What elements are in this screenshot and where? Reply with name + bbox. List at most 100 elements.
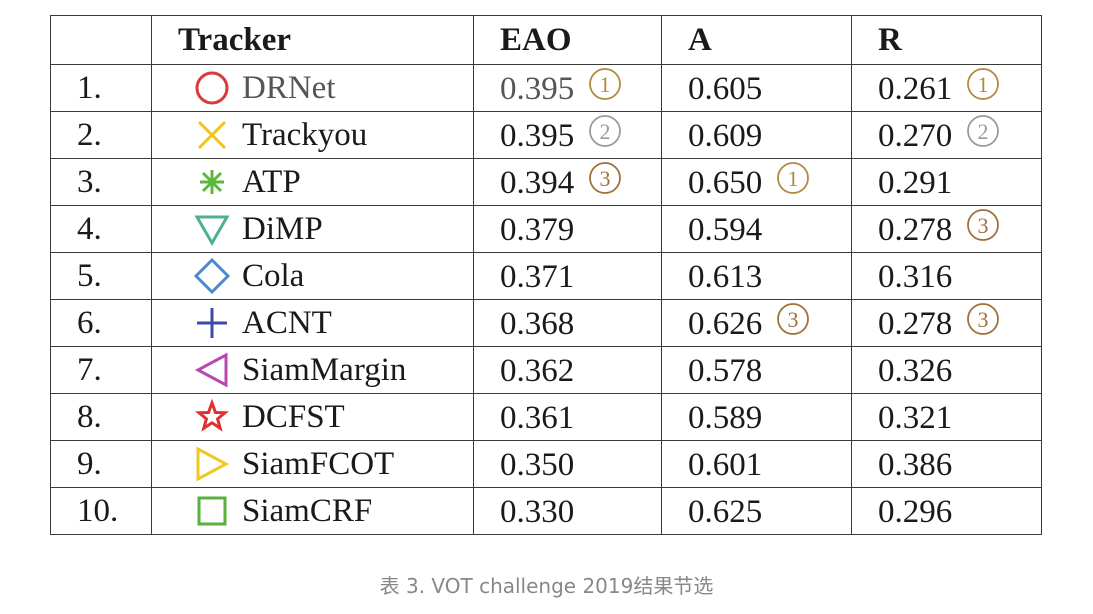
a-cell: 0.613: [661, 252, 852, 300]
tracker-name: ACNT: [242, 304, 332, 341]
asterisk-icon: [192, 162, 232, 202]
header-a: A: [661, 15, 852, 65]
table-row: 4. DiMP 0.379 0.594 0.278 3: [50, 205, 1042, 253]
r-cell: 0.386: [851, 440, 1042, 488]
a-cell: 0.625: [661, 487, 852, 535]
a-value: 0.626: [688, 305, 763, 342]
rank-badge-icon: 3: [776, 302, 810, 336]
eao-value: 0.362: [500, 352, 575, 389]
a-cell: 0.594: [661, 205, 852, 253]
tracker-name: DiMP: [242, 210, 323, 247]
table-row: 10. SiamCRF 0.330 0.625 0.296: [50, 487, 1042, 535]
row-index: 10.: [50, 487, 152, 535]
tracker-cell: Trackyou: [151, 111, 474, 159]
r-cell: 0.278 3: [851, 299, 1042, 347]
table-header-row: Tracker EAO A R: [50, 15, 1042, 65]
eao-cell: 0.350: [473, 440, 662, 488]
diamond-icon: [192, 256, 232, 296]
a-value: 0.613: [688, 258, 763, 295]
header-eao: EAO: [473, 15, 662, 65]
a-cell: 0.650 1: [661, 158, 852, 206]
r-value: 0.278: [878, 211, 953, 248]
table-row: 1. DRNet 0.395 1 0.605 0.261 1: [50, 64, 1042, 112]
tracker-cell: SiamCRF: [151, 487, 474, 535]
x-cross-icon: [192, 115, 232, 155]
eao-cell: 0.362: [473, 346, 662, 394]
rank-badge-icon: 1: [776, 161, 810, 195]
svg-text:3: 3: [788, 307, 799, 332]
r-cell: 0.291: [851, 158, 1042, 206]
row-index: 1.: [50, 64, 152, 112]
svg-text:3: 3: [978, 307, 989, 332]
a-value: 0.650: [688, 164, 763, 201]
r-cell: 0.316: [851, 252, 1042, 300]
r-cell: 0.321: [851, 393, 1042, 441]
eao-cell: 0.395 2: [473, 111, 662, 159]
r-value: 0.261: [878, 70, 953, 107]
star-icon: [192, 397, 232, 437]
a-value: 0.605: [688, 70, 763, 107]
row-index: 6.: [50, 299, 152, 347]
results-table: Tracker EAO A R 1. DRNet 0.395 1 0.605 0.261 1…: [50, 15, 1042, 535]
a-cell: 0.601: [661, 440, 852, 488]
r-cell: 0.270 2: [851, 111, 1042, 159]
eao-cell: 0.395 1: [473, 64, 662, 112]
a-value: 0.625: [688, 493, 763, 530]
a-cell: 0.578: [661, 346, 852, 394]
square-icon: [192, 491, 232, 531]
eao-value: 0.394: [500, 164, 575, 201]
row-index: 4.: [50, 205, 152, 253]
a-value: 0.601: [688, 446, 763, 483]
triangle-right-icon: [192, 444, 232, 484]
tracker-name: Cola: [242, 257, 305, 294]
eao-cell: 0.330: [473, 487, 662, 535]
eao-value: 0.395: [500, 117, 575, 154]
r-cell: 0.326: [851, 346, 1042, 394]
r-value: 0.326: [878, 352, 953, 389]
tracker-cell: DCFST: [151, 393, 474, 441]
table-caption: 表 3. VOT challenge 2019结果节选: [379, 574, 714, 598]
table-row: 9. SiamFCOT 0.350 0.601 0.386: [50, 440, 1042, 488]
plus-icon: [192, 303, 232, 343]
table-row: 8. DCFST 0.361 0.589 0.321: [50, 393, 1042, 441]
r-value: 0.386: [878, 446, 953, 483]
svg-text:3: 3: [978, 213, 989, 238]
tracker-name: SiamCRF: [242, 492, 373, 529]
r-value: 0.270: [878, 117, 953, 154]
svg-text:3: 3: [600, 166, 611, 191]
rank-badge-icon: 3: [966, 302, 1000, 336]
r-value: 0.278: [878, 305, 953, 342]
eao-cell: 0.371: [473, 252, 662, 300]
svg-text:2: 2: [600, 119, 611, 144]
a-cell: 0.626 3: [661, 299, 852, 347]
table-row: 6. ACNT 0.368 0.626 3 0.278 3: [50, 299, 1042, 347]
svg-text:1: 1: [600, 72, 611, 97]
r-cell: 0.261 1: [851, 64, 1042, 112]
tracker-name: DCFST: [242, 398, 345, 435]
circle-icon: [192, 68, 232, 108]
header-r: R: [851, 15, 1042, 65]
eao-value: 0.371: [500, 258, 575, 295]
svg-text:1: 1: [788, 166, 799, 191]
svg-text:2: 2: [978, 119, 989, 144]
row-index: 9.: [50, 440, 152, 488]
tracker-cell: SiamMargin: [151, 346, 474, 394]
eao-value: 0.368: [500, 305, 575, 342]
a-value: 0.578: [688, 352, 763, 389]
row-index: 3.: [50, 158, 152, 206]
triangle-down-icon: [192, 209, 232, 249]
tracker-cell: ACNT: [151, 299, 474, 347]
r-value: 0.316: [878, 258, 953, 295]
header-tracker: Tracker: [151, 15, 474, 65]
row-index: 5.: [50, 252, 152, 300]
eao-cell: 0.379: [473, 205, 662, 253]
eao-value: 0.361: [500, 399, 575, 436]
row-index: 8.: [50, 393, 152, 441]
triangle-left-icon: [192, 350, 232, 390]
eao-cell: 0.361: [473, 393, 662, 441]
a-value: 0.594: [688, 211, 763, 248]
tracker-cell: DiMP: [151, 205, 474, 253]
row-index: 7.: [50, 346, 152, 394]
rank-badge-icon: 3: [966, 208, 1000, 242]
r-value: 0.291: [878, 164, 953, 201]
